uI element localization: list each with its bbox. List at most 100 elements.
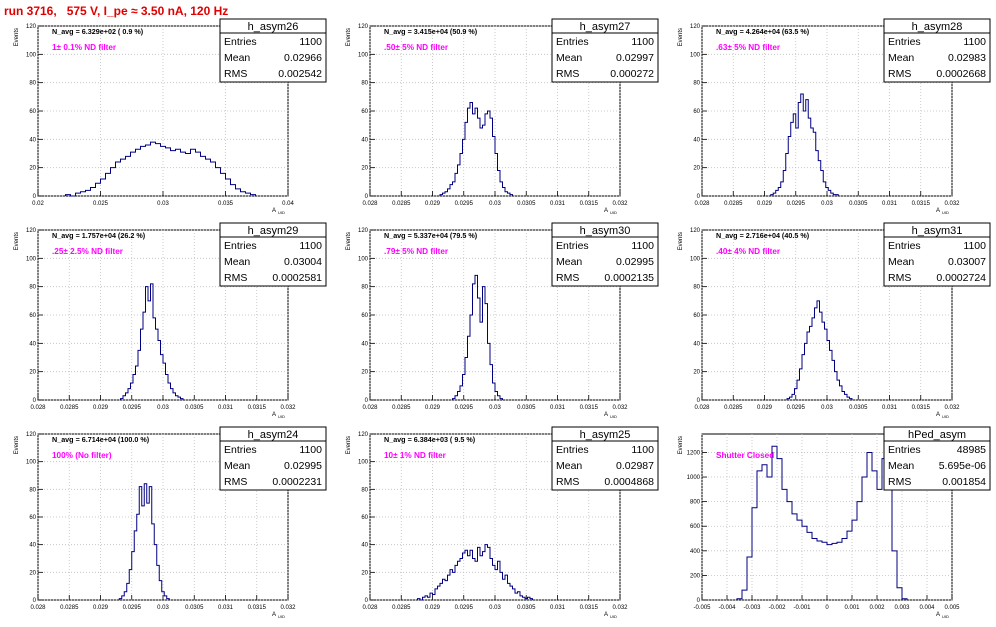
- y-tick-label: 60: [693, 313, 700, 319]
- stats-box: [551, 18, 659, 83]
- navg-label: N_avg = 2.716e+04 (40.5 %): [716, 231, 810, 240]
- x-tick-label: 0.0295: [787, 405, 806, 411]
- navg-label: N_avg = 3.415e+04 (50.9 %): [384, 27, 478, 36]
- x-axis-label: A: [604, 412, 608, 418]
- stats-label: Mean: [224, 256, 250, 268]
- stats-value: 0.0002135: [604, 272, 654, 284]
- x-tick-label: 0.028: [362, 201, 378, 207]
- y-tick-label: 600: [690, 524, 701, 530]
- histogram-h-asym31: 0.028 0.0285 0.029 0.0295 0.03 0.0305 0.031 0.0…: [678, 222, 991, 419]
- y-tick-label: 100: [26, 256, 37, 262]
- x-tick-label: 0: [825, 605, 829, 611]
- x-axis-label: A: [272, 612, 276, 618]
- y-tick-label: 0: [365, 598, 369, 604]
- x-axis-label-subscript: UID: [278, 210, 285, 215]
- y-tick-label: 0: [365, 194, 369, 200]
- y-tick-label: 60: [361, 515, 368, 521]
- x-tick-label: 0.0315: [580, 605, 599, 611]
- panel-h-asym28: 0.028 0.0285 0.029 0.0295 0.03 0.0305 0.031 0.0…: [664, 18, 996, 218]
- x-tick-label: 0.0315: [580, 201, 599, 207]
- stats-histogram-name: h_asym28: [912, 21, 963, 33]
- x-tick-label: 0.03: [821, 201, 833, 207]
- y-tick-label: 120: [690, 24, 701, 30]
- navg-label: N_avg = 6.714e+04 (100.0 %): [52, 435, 150, 444]
- x-tick-label: 0.028: [30, 405, 46, 411]
- y-tick-label: 0: [33, 194, 37, 200]
- x-tick-label: 0.025: [93, 201, 109, 207]
- x-tick-label: 0.028: [694, 201, 710, 207]
- stats-value: 0.0002231: [272, 476, 322, 488]
- y-tick-label: 120: [26, 24, 37, 30]
- x-tick-label: 0.028: [694, 405, 710, 411]
- y-axis-label: Events: [678, 28, 684, 46]
- x-tick-label: 0.0285: [392, 201, 411, 207]
- filter-annotation: 10± 1% ND filter: [384, 451, 447, 460]
- x-tick-label: 0.0315: [912, 201, 931, 207]
- y-tick-label: 120: [690, 228, 701, 234]
- x-tick-label: 0.029: [425, 201, 441, 207]
- y-tick-label: 0: [33, 598, 37, 604]
- x-axis-label: A: [604, 612, 608, 618]
- y-tick-label: 100: [358, 256, 369, 262]
- y-tick-label: 120: [26, 432, 37, 438]
- stats-value: 0.02987: [616, 460, 654, 472]
- x-tick-label: 0.031: [882, 201, 898, 207]
- x-axis-label: A: [272, 412, 276, 418]
- x-tick-label: 0.0315: [248, 605, 267, 611]
- y-tick-label: 120: [358, 432, 369, 438]
- y-tick-label: 80: [29, 81, 36, 87]
- stats-box: [883, 222, 991, 287]
- y-axis-label: Events: [346, 28, 352, 46]
- x-axis-label: A: [936, 412, 940, 418]
- filter-annotation: 100% (No filter): [52, 451, 112, 460]
- x-tick-label: 0.03: [489, 201, 501, 207]
- y-axis-label: Events: [678, 436, 684, 454]
- stats-box: [883, 426, 991, 491]
- x-tick-label: 0.028: [362, 605, 378, 611]
- stats-value: 5.695e-06: [939, 460, 986, 472]
- navg-label: N_avg = 1.757e+04 (26.2 %): [52, 231, 146, 240]
- histogram-series: [452, 274, 503, 400]
- y-tick-label: 60: [693, 109, 700, 115]
- stats-label: Mean: [224, 52, 250, 64]
- stats-value: 0.03007: [948, 256, 986, 268]
- stats-value: 0.02983: [948, 52, 986, 64]
- stats-label: Mean: [888, 52, 914, 64]
- stats-label: RMS: [224, 272, 247, 284]
- histogram-series: [770, 93, 839, 196]
- x-tick-label: 0.0285: [60, 405, 79, 411]
- stats-value: 0.03004: [284, 256, 322, 268]
- x-tick-label: 0.03: [157, 605, 169, 611]
- y-tick-label: 0: [365, 398, 369, 404]
- y-tick-label: 40: [29, 543, 36, 549]
- stats-value: 0.000272: [610, 68, 654, 80]
- stats-value: 1100: [631, 444, 654, 456]
- histogram-series: [736, 445, 908, 600]
- x-axis-label-subscript: UID: [942, 614, 949, 619]
- filter-annotation: .50± 5% ND filter: [384, 43, 449, 52]
- stats-label: RMS: [556, 476, 579, 488]
- stats-label: Mean: [556, 52, 582, 64]
- y-tick-label: 100: [690, 256, 701, 262]
- x-tick-label: 0.032: [944, 201, 960, 207]
- x-tick-label: 0.032: [280, 605, 296, 611]
- run-title: run 3716, 575 V, I_pe ≈ 3.50 nA, 120 Hz: [4, 4, 229, 18]
- x-tick-label: 0.028: [362, 405, 378, 411]
- histogram-h-asym30: 0.028 0.0285 0.029 0.0295 0.03 0.0305 0.031 0.0…: [346, 222, 659, 419]
- y-tick-label: 20: [29, 570, 36, 576]
- x-tick-label: -0.001: [793, 605, 811, 611]
- stats-value: 1100: [963, 240, 986, 252]
- stats-histogram-name: h_asym27: [580, 21, 631, 33]
- x-tick-label: 0.0295: [123, 405, 142, 411]
- y-tick-label: 120: [358, 24, 369, 30]
- y-tick-label: 60: [29, 109, 36, 115]
- y-tick-label: 20: [693, 166, 700, 172]
- histogram-h-asym25: 0.028 0.0285 0.029 0.0295 0.03 0.0305 0.031 0.0…: [346, 426, 659, 619]
- x-tick-label: -0.005: [693, 605, 711, 611]
- x-tick-label: 0.001: [844, 605, 860, 611]
- y-tick-label: 40: [361, 543, 368, 549]
- x-tick-label: 0.0285: [392, 605, 411, 611]
- y-tick-label: 20: [361, 370, 368, 376]
- stats-label: Entries: [556, 36, 589, 48]
- y-tick-label: 120: [26, 228, 37, 234]
